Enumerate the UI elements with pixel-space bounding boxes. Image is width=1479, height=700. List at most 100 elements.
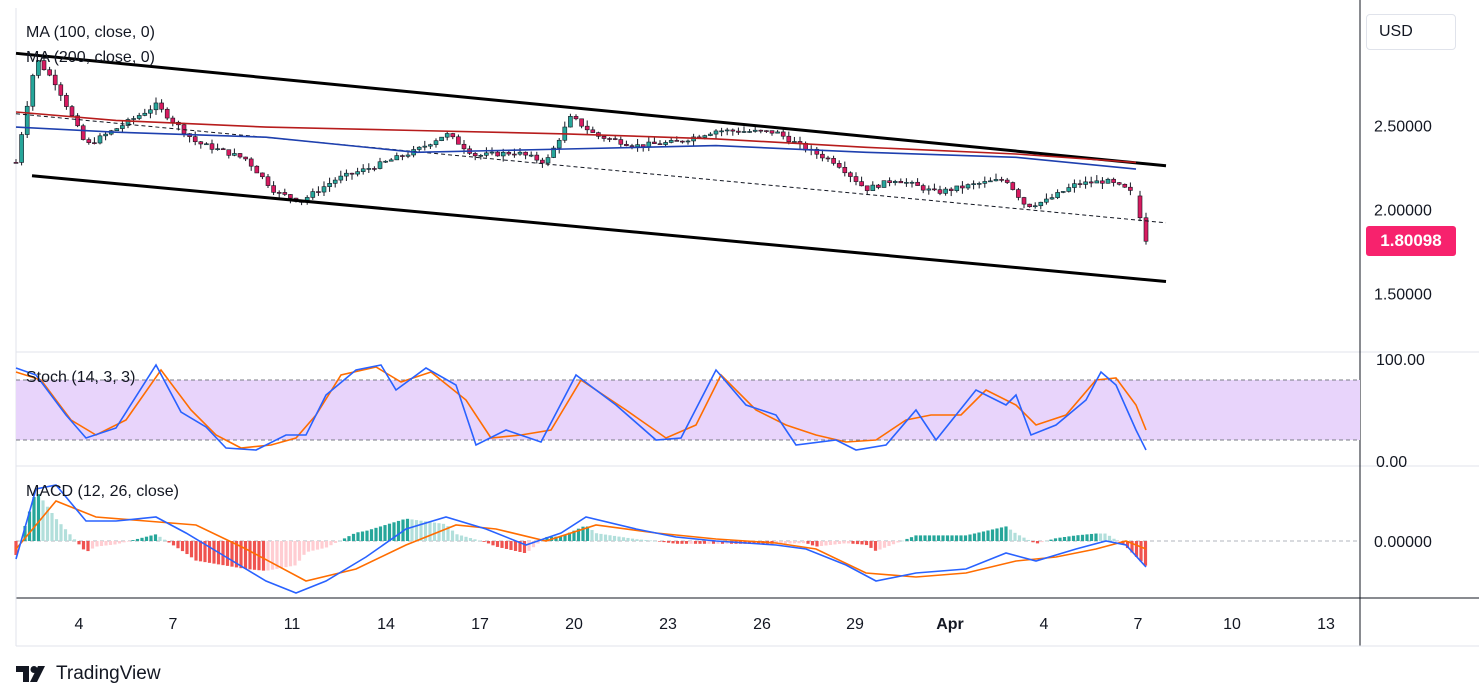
- macd-histogram-bar: [950, 535, 954, 541]
- candle-body: [1021, 197, 1027, 205]
- ma200-label[interactable]: MA (200, close, 0): [26, 49, 155, 66]
- candle-body: [971, 183, 976, 185]
- macd-histogram-bar: [581, 526, 585, 541]
- macd-histogram-bar: [572, 530, 576, 541]
- candle-body: [898, 181, 904, 184]
- axes: 2.50000 2.00000 1.50000 100.00 0.00 0.00000 4 7…: [75, 118, 1432, 633]
- macd-histogram-bar: [185, 541, 189, 555]
- ma200-line: [15, 111, 1137, 164]
- candle-body: [1094, 180, 1100, 184]
- stoch-tick-label: 0.00: [1376, 454, 1407, 471]
- macd-histogram-bar: [576, 528, 581, 541]
- stoch-band: [16, 380, 1360, 440]
- macd-histogram-bar: [1080, 534, 1085, 541]
- candle-body: [131, 118, 136, 120]
- candle-body: [243, 156, 248, 160]
- macd-histogram-bar: [473, 539, 477, 541]
- time-tick-label: 10: [1223, 616, 1241, 633]
- macd-histogram-bar: [986, 530, 990, 541]
- stoch-label[interactable]: Stoch (14, 3, 3): [26, 369, 135, 386]
- macd-histogram-bar: [1143, 541, 1148, 566]
- macd-histogram-bar: [864, 541, 869, 546]
- macd-histogram-bar: [698, 541, 702, 544]
- macd-pane[interactable]: [14, 484, 1360, 594]
- candle-body: [674, 140, 680, 142]
- candle-body: [220, 148, 226, 151]
- macd-histogram-bar: [423, 521, 428, 541]
- candle-body: [792, 141, 797, 143]
- tradingview-logo-icon: [16, 666, 45, 682]
- candle-body: [1083, 181, 1088, 185]
- ma100-label[interactable]: MA (100, close, 0): [26, 24, 155, 41]
- candle-body: [103, 133, 108, 137]
- candle-body: [170, 117, 176, 123]
- macd-histogram-bar: [599, 533, 603, 541]
- candle-body: [848, 172, 853, 177]
- candle-body: [1105, 178, 1111, 184]
- macd-histogram-bar: [351, 533, 356, 541]
- macd-histogram-bar: [284, 541, 288, 568]
- macd-histogram-bar: [203, 541, 207, 563]
- macd-histogram-bar: [266, 541, 270, 571]
- macd-label[interactable]: MACD (12, 26, close): [26, 483, 179, 500]
- candle-body: [271, 185, 276, 193]
- macd-histogram-bar: [518, 541, 522, 552]
- price-tick-label: 2.50000: [1374, 118, 1432, 135]
- macd-histogram-bar: [630, 538, 635, 541]
- macd-histogram-bar: [783, 541, 788, 544]
- macd-histogram-bar: [873, 541, 878, 551]
- candle-body: [881, 180, 887, 188]
- macd-histogram-bar: [662, 541, 666, 543]
- candle-body: [422, 145, 428, 148]
- macd-signal-line: [15, 500, 1147, 582]
- macd-histogram-bar: [428, 521, 432, 541]
- macd-histogram-bar: [1107, 535, 1112, 541]
- channel-upper-line: [15, 51, 1167, 168]
- macd-histogram-bar: [909, 537, 914, 541]
- price-tick-label: 1.50000: [1374, 286, 1432, 303]
- candle-body: [1143, 217, 1149, 242]
- macd-histogram-bar: [828, 541, 833, 545]
- candle-body: [164, 108, 170, 119]
- macd-histogram-bar: [1071, 535, 1076, 541]
- macd-histogram-bar: [1067, 536, 1071, 541]
- candle-body: [1010, 182, 1016, 190]
- macd-histogram-bar: [792, 541, 797, 544]
- candle-body: [327, 183, 332, 187]
- candle-body: [629, 145, 635, 147]
- macd-histogram-bar: [585, 526, 590, 541]
- candle-body: [982, 181, 988, 184]
- candle-body: [226, 149, 232, 156]
- macd-histogram-bar: [113, 541, 117, 545]
- macd-histogram-bar: [504, 541, 509, 549]
- macd-histogram-bar: [356, 532, 360, 541]
- brand-logo[interactable]: TradingView: [16, 662, 161, 686]
- time-tick-label: 11: [284, 616, 301, 633]
- macd-histogram-bar: [707, 541, 711, 544]
- candle-body: [366, 168, 372, 170]
- stoch-pane[interactable]: [15, 363, 1360, 451]
- macd-histogram-bar: [680, 541, 684, 544]
- macd-histogram-bar: [716, 541, 720, 544]
- macd-histogram-bar: [374, 527, 378, 541]
- macd-histogram-bar: [1031, 541, 1035, 543]
- macd-histogram-bar: [905, 538, 909, 541]
- macd-histogram-bar: [1008, 529, 1013, 541]
- brand-name: TradingView: [56, 663, 161, 684]
- candle-body: [976, 183, 982, 185]
- candle-body: [30, 75, 36, 107]
- candle-body: [198, 141, 204, 145]
- time-tick-label: Apr: [936, 616, 964, 633]
- price-pane[interactable]: [13, 51, 1167, 284]
- macd-histogram-bar: [1076, 535, 1080, 541]
- macd-histogram-bar: [198, 541, 203, 562]
- candle-body: [909, 181, 915, 184]
- macd-histogram-bar: [320, 541, 324, 549]
- candle-body: [680, 140, 685, 143]
- candle-body: [887, 180, 892, 183]
- currency-selector[interactable]: USD: [1366, 14, 1456, 50]
- macd-histogram-bar: [378, 526, 383, 541]
- macd-histogram-bar: [824, 541, 828, 546]
- macd-histogram-bar: [927, 535, 932, 541]
